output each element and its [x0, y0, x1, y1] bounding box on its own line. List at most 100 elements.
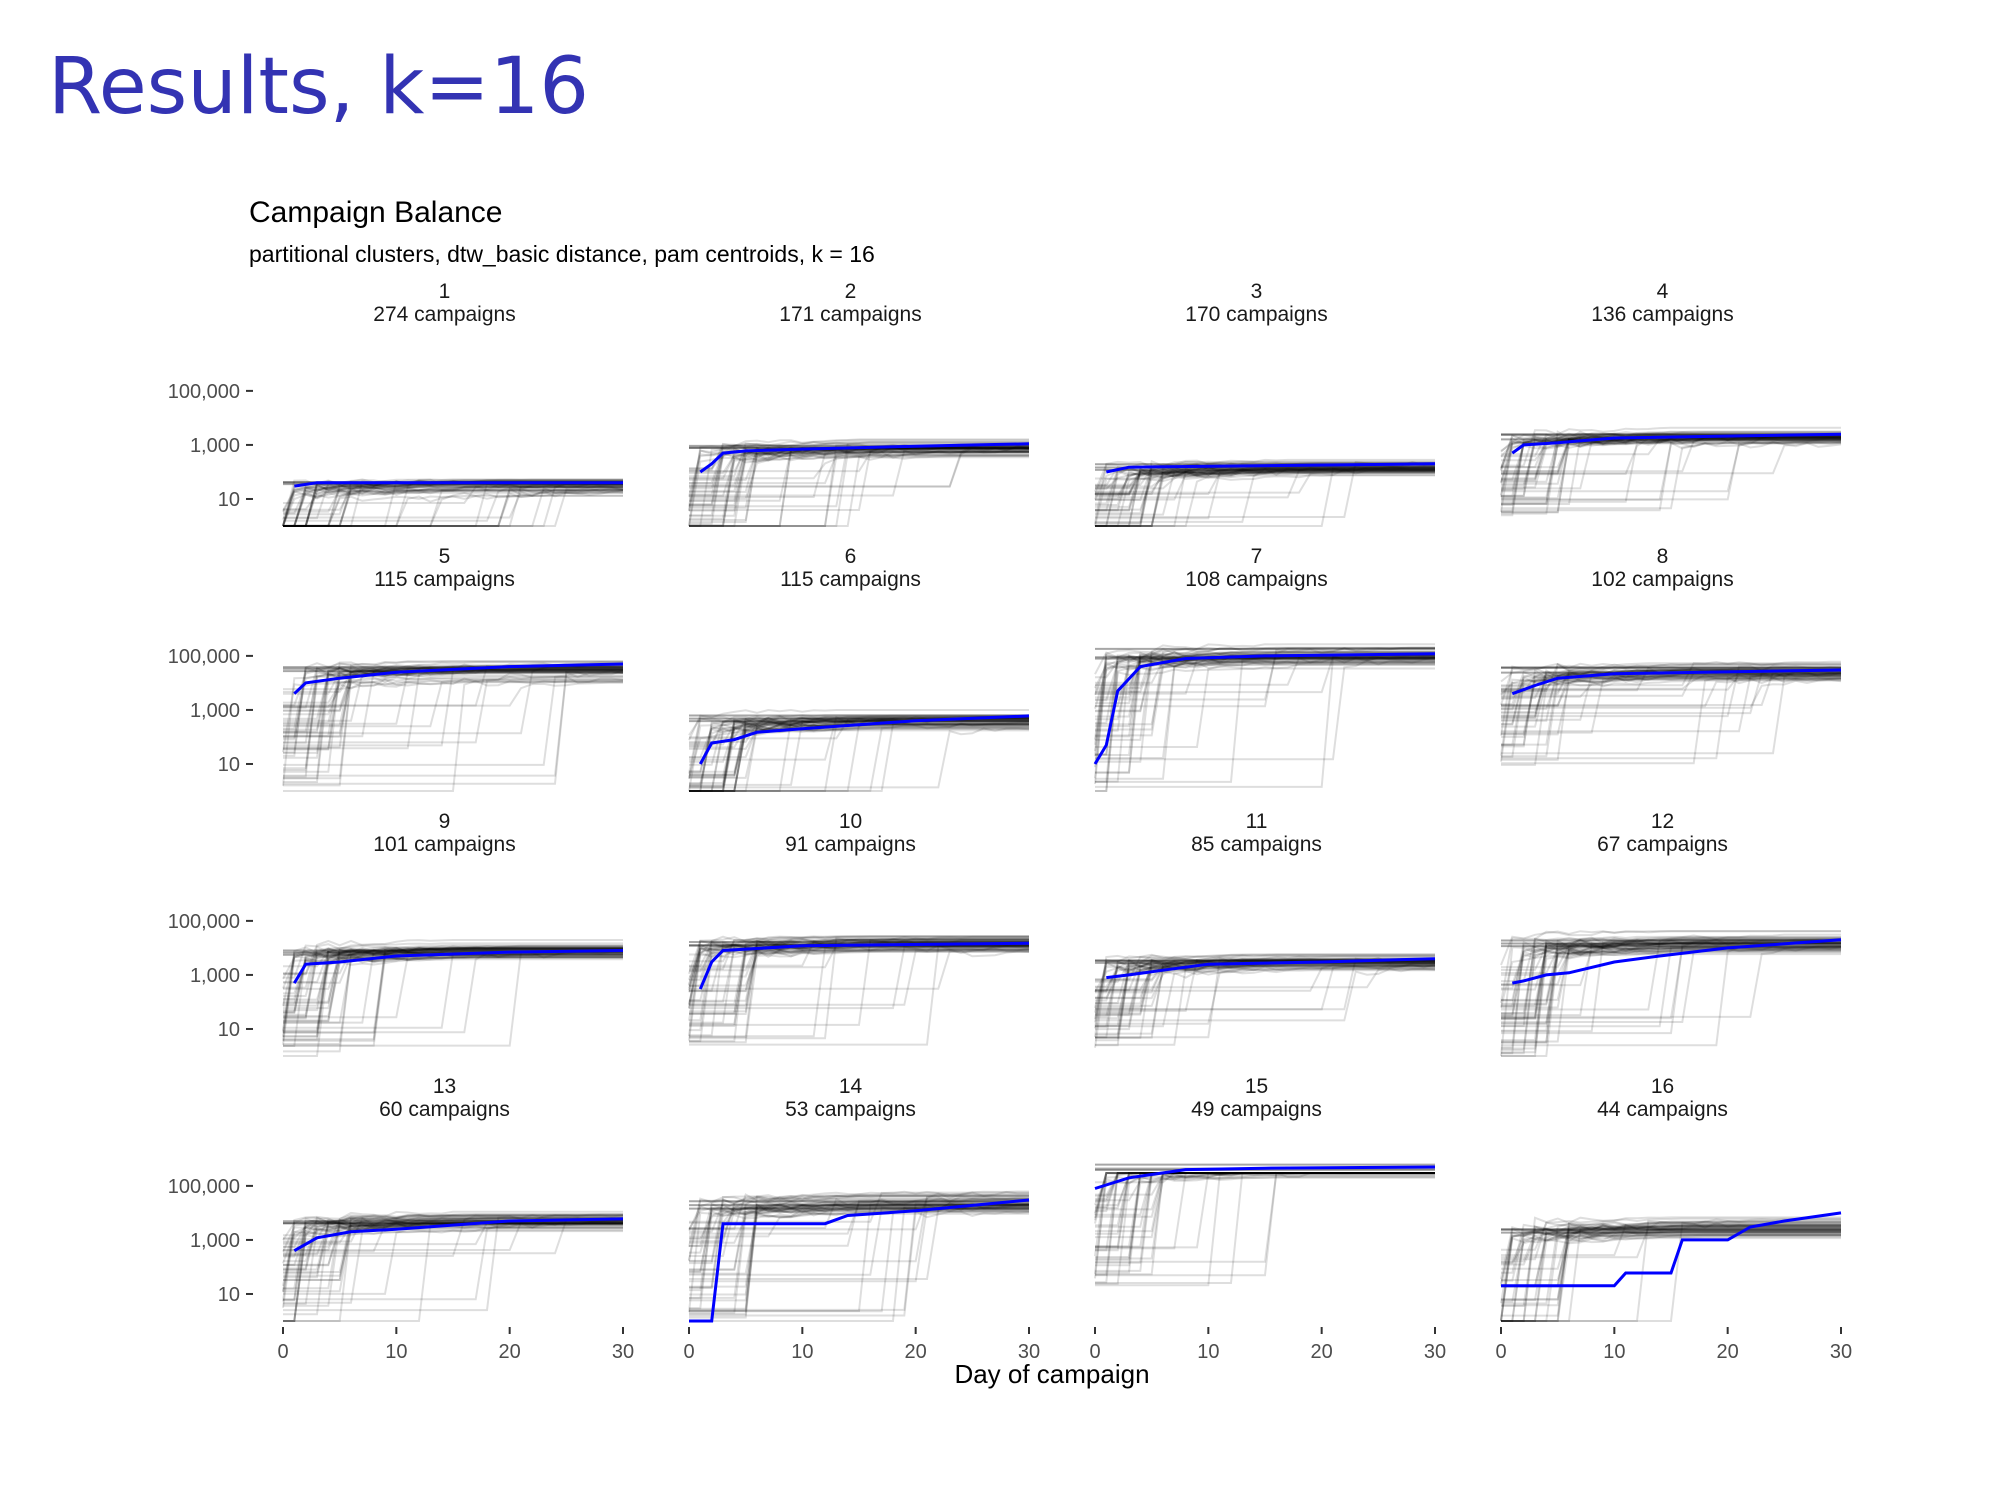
member-series-line [283, 669, 624, 777]
member-series-line [1501, 438, 1841, 499]
member-series-line [689, 727, 1030, 789]
centroid-line [293, 662, 624, 695]
member-series-line [1501, 1228, 1841, 1322]
member-series-line [689, 446, 1029, 502]
centroid-line [293, 1217, 624, 1253]
member-series-line [689, 727, 1029, 792]
member-series-line [1501, 1222, 1841, 1274]
y-tick-label: 10 [218, 489, 240, 511]
member-series-line [1501, 671, 1842, 691]
member-series-line [283, 479, 623, 516]
member-series-line [1094, 1172, 1435, 1224]
member-series-line [689, 1190, 1030, 1231]
member-series-line [283, 955, 623, 1022]
member-series-line [689, 719, 1029, 746]
member-series-line [1501, 1230, 1841, 1322]
member-series-line [1095, 1172, 1435, 1239]
member-series-line [1095, 957, 1435, 1039]
member-series-line [689, 949, 1029, 1044]
member-series-line [1501, 945, 1841, 1055]
member-series-line [1095, 1171, 1435, 1260]
member-series-line [283, 486, 623, 527]
centroid-line [294, 481, 623, 488]
member-series-line [689, 950, 1030, 990]
facet-count-label: 67 campaigns [1597, 833, 1728, 856]
member-series-line [1095, 656, 1435, 726]
member-series-line [1501, 1233, 1841, 1281]
member-series-line [1095, 1172, 1435, 1276]
centroid-line [698, 941, 1030, 990]
member-series-line [1501, 941, 1841, 1043]
member-series-line [689, 453, 1029, 507]
member-series-line [283, 494, 623, 527]
member-series-line [689, 1207, 1029, 1273]
member-series-line [1095, 967, 1435, 1007]
member-series-line [1095, 657, 1435, 759]
member-series-line [283, 1217, 623, 1290]
member-series-line [283, 486, 623, 527]
member-series-line [689, 937, 1029, 970]
member-series-line [283, 681, 623, 704]
member-series-line [283, 666, 623, 738]
member-series-line [1095, 1172, 1435, 1284]
member-series-line [689, 1193, 1029, 1230]
member-series-line [1501, 439, 1841, 489]
member-series-line [1501, 670, 1842, 706]
member-series-line [689, 450, 1029, 485]
member-series-line [1095, 647, 1435, 731]
member-series-line [1095, 660, 1435, 737]
facet-number: 9 [439, 810, 451, 833]
member-series-line [1095, 1172, 1435, 1276]
member-series-line [1501, 951, 1841, 1054]
member-series-line [283, 486, 623, 513]
member-series-line [282, 677, 623, 753]
member-series-line [1095, 1172, 1435, 1227]
member-series-line [283, 672, 623, 734]
member-series-line [1501, 1234, 1841, 1303]
y-tick-label: 100,000 [168, 646, 240, 668]
member-series-line [1095, 1172, 1435, 1197]
member-series-line [689, 444, 1029, 473]
facet-number: 10 [839, 810, 862, 833]
member-series-line [689, 1200, 1029, 1224]
member-series-line [1500, 1225, 1841, 1280]
member-series-line [283, 1214, 624, 1312]
member-series-line [1095, 467, 1435, 486]
member-series-line [689, 714, 1029, 743]
member-series-line [689, 948, 1029, 1013]
member-series-line [1095, 466, 1435, 495]
member-series-line [283, 945, 623, 1007]
member-series-line [1500, 678, 1841, 762]
member-series-line [1500, 1233, 1841, 1322]
member-series-line [283, 667, 623, 750]
member-series-line [283, 1213, 623, 1257]
member-series-line [689, 947, 1030, 1006]
member-series-line [689, 727, 1029, 792]
member-series-line [1501, 432, 1841, 480]
member-series-line [689, 455, 1029, 480]
member-series-line [689, 450, 1029, 527]
member-series-line [1501, 677, 1842, 708]
facet-number: 2 [845, 280, 857, 303]
member-series-line [283, 1214, 623, 1237]
member-series-line [283, 939, 623, 975]
facet-count-label: 102 campaigns [1591, 568, 1733, 591]
y-tick-label: 100,000 [168, 1176, 240, 1198]
member-series-line [1095, 1172, 1435, 1284]
facet-count-label: 170 campaigns [1185, 303, 1327, 326]
y-tick-label: 10 [218, 1019, 240, 1041]
member-series-line [688, 442, 1029, 527]
member-series-line [283, 947, 623, 1037]
member-series-line [1095, 1172, 1435, 1184]
member-series-line [1501, 946, 1842, 1018]
centroid-line [1093, 652, 1436, 765]
member-series-line [1095, 956, 1436, 1011]
member-series-line [1501, 667, 1841, 710]
member-series-line [1095, 964, 1435, 992]
member-series-line [282, 483, 623, 520]
member-series-line [283, 1217, 623, 1302]
facet-count-label: 49 campaigns [1191, 1098, 1322, 1121]
member-series-line [689, 727, 1029, 792]
x-tick-label: 20 [905, 1341, 927, 1363]
member-series-line [283, 956, 623, 1001]
